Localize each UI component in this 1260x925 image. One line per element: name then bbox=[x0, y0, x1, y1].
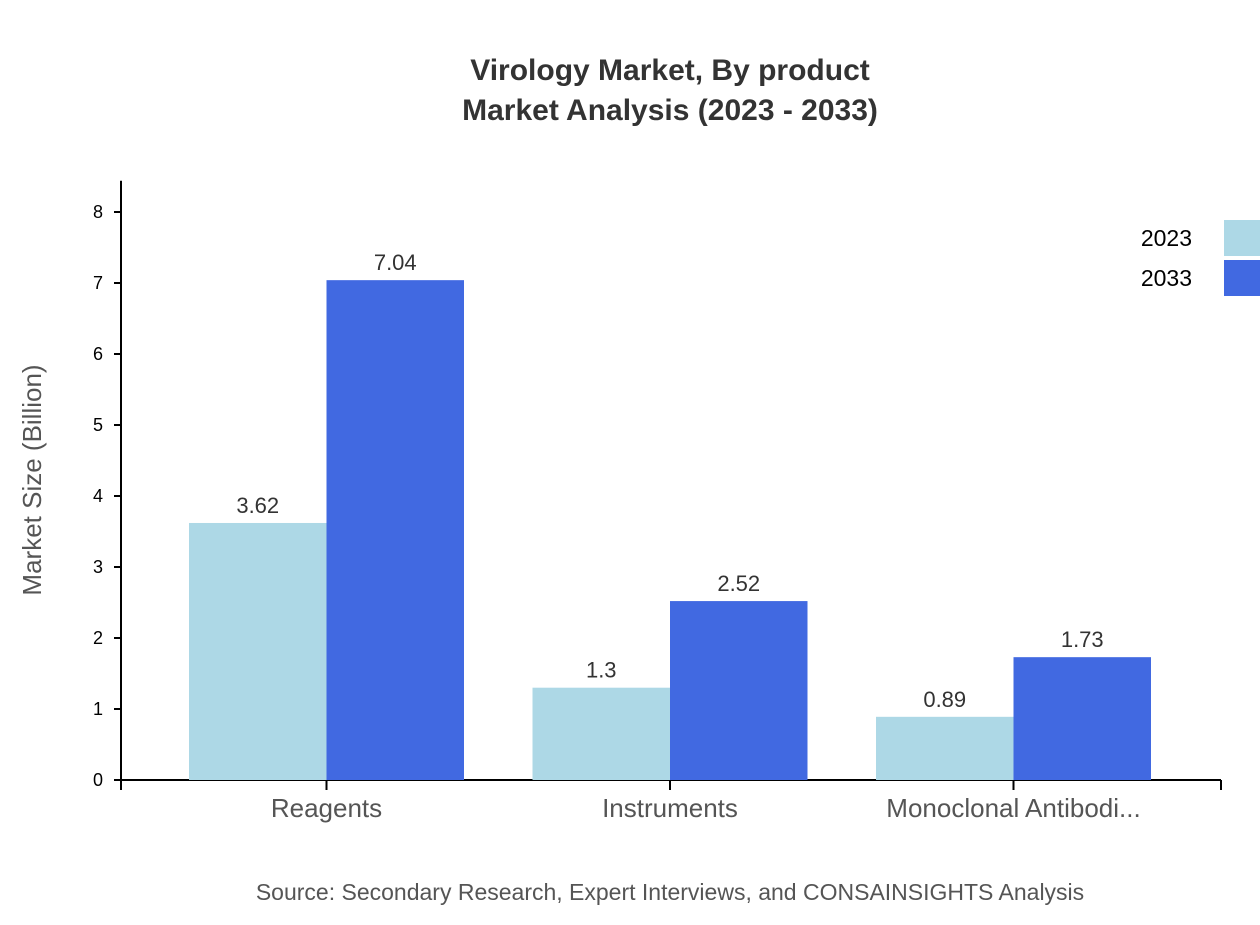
legend: 2023 2033 bbox=[1141, 220, 1260, 296]
data-label: 1.73 bbox=[1061, 627, 1104, 652]
y-axis-label: Market Size (Billion) bbox=[17, 364, 47, 595]
y-tick-label: 4 bbox=[93, 486, 103, 506]
legend-swatch bbox=[1224, 220, 1260, 256]
data-label: 7.04 bbox=[374, 250, 417, 275]
y-tick-label: 6 bbox=[93, 344, 103, 364]
bars: 3.62 7.04 1.3 2.52 0.89 1.73 bbox=[189, 250, 1151, 780]
chart-title: Virology Market, By product bbox=[470, 54, 870, 87]
y-tick-label: 7 bbox=[93, 273, 103, 293]
bar-2023 bbox=[876, 716, 1014, 780]
legend-label: 2033 bbox=[1141, 265, 1192, 291]
y-axis: 0 1 2 3 4 5 6 7 8 bbox=[93, 180, 122, 790]
y-tick-label: 0 bbox=[93, 770, 103, 790]
source-note: Source: Secondary Research, Expert Inter… bbox=[256, 879, 1084, 905]
data-label: 0.89 bbox=[923, 687, 966, 712]
x-tick-label: Reagents bbox=[271, 793, 382, 823]
bar-2023 bbox=[189, 522, 327, 780]
chart-subtitle: Market Analysis (2023 - 2033) bbox=[462, 94, 878, 127]
legend-swatch bbox=[1224, 260, 1260, 296]
y-tick-label: 3 bbox=[93, 557, 103, 577]
bar-2033 bbox=[670, 601, 808, 780]
bar-2033 bbox=[1013, 657, 1151, 780]
y-tick-label: 5 bbox=[93, 415, 103, 435]
x-tick-label: Monoclonal Antibodi... bbox=[886, 793, 1140, 823]
data-label: 2.52 bbox=[717, 571, 760, 596]
data-label: 1.3 bbox=[586, 658, 617, 683]
legend-label: 2023 bbox=[1141, 225, 1192, 251]
bar-2023 bbox=[532, 687, 670, 780]
bar-2033 bbox=[326, 280, 464, 780]
x-axis: Reagents Instruments Monoclonal Antibodi..… bbox=[120, 779, 1222, 823]
x-tick-label: Instruments bbox=[602, 793, 738, 823]
y-tick-label: 1 bbox=[93, 699, 103, 719]
y-tick-label: 2 bbox=[93, 628, 103, 648]
y-tick-label: 8 bbox=[93, 202, 103, 222]
data-label: 3.62 bbox=[236, 493, 279, 518]
